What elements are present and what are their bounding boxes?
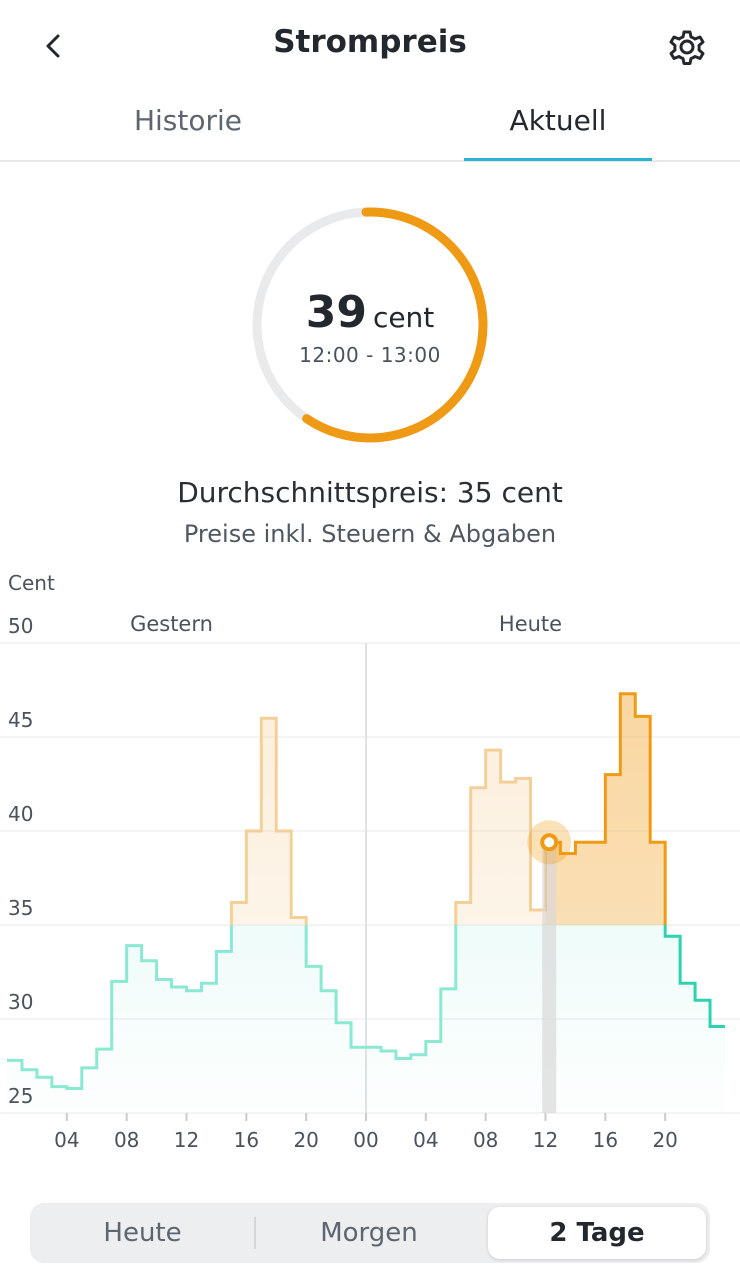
day-labels: Gestern Heute [130,612,562,636]
y-tick-label: 45 [8,708,33,732]
price-line-below-past [7,925,458,1091]
current-price-unit: cent [372,301,435,334]
active-tab-indicator [464,158,652,161]
x-tick-label: 12 [174,1128,199,1152]
x-tick-label: 00 [353,1128,378,1152]
chevron-left-icon [46,34,60,58]
x-tick-label: 12 [533,1128,558,1152]
current-price-gauge: 39 cent 12:00 - 13:00 [250,205,490,445]
x-tick-label: 16 [593,1128,618,1152]
y-tick-label: 50 [8,614,33,638]
y-tick-label: 30 [8,990,33,1014]
settings-button[interactable] [660,20,714,74]
tab-historie[interactable]: Historie [133,104,243,137]
x-tick-label: 04 [413,1128,438,1152]
gear-icon [669,30,705,65]
current-time-range: 12:00 - 13:00 [299,343,441,367]
x-tick-label: 20 [293,1128,318,1152]
tab-aktuell[interactable]: Aktuell [509,104,607,137]
price-line-above-future [545,692,667,925]
app-header: Strompreis [0,0,740,90]
chart-lines [7,692,725,1091]
x-tick-label: 08 [114,1128,139,1152]
current-price: 39 cent [250,287,490,338]
day-label: Gestern [130,612,213,636]
x-tick-label: 08 [473,1128,498,1152]
current-price-value: 39 [305,287,367,338]
x-axis-ticks: 04 08 12 16 20 00 04 08 12 16 20 [54,1113,678,1152]
current-hour-bar [542,842,557,1113]
gauge-ring [252,207,488,443]
x-tick-label: 04 [54,1128,79,1152]
tax-note: Preise inkl. Steuern & Abgaben [183,520,557,548]
range-segmented-control: Heute Morgen 2 Tage [30,1203,710,1263]
x-tick-label: 20 [652,1128,677,1152]
y-axis-label: Cent [8,571,55,595]
day-label: Heute [499,612,562,636]
average-price: Durchschnittspreis: 35 cent [177,476,563,509]
current-point [540,833,559,852]
segment-2-tage[interactable]: 2 Tage [488,1207,706,1259]
segment-divider [254,1217,256,1249]
segment-heute[interactable]: Heute [103,1218,182,1248]
segment-morgen[interactable]: Morgen [320,1218,418,1248]
y-tick-label: 40 [8,802,33,826]
page-title: Strompreis [273,24,467,60]
current-hour-marker [527,820,572,1113]
back-button[interactable] [30,22,78,70]
tab-bar: Historie Aktuell [0,90,740,162]
x-tick-label: 16 [234,1128,259,1152]
y-tick-label: 35 [8,896,33,920]
